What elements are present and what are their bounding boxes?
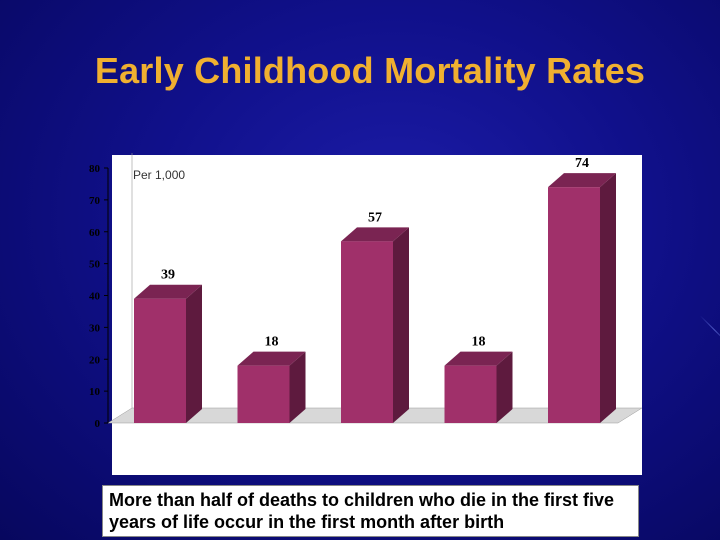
bar-top bbox=[444, 351, 513, 366]
bar-side bbox=[600, 173, 616, 423]
bar-data-label: 18 bbox=[472, 335, 486, 350]
x-category-label: mortality bbox=[138, 449, 194, 464]
caption-box: More than half of deaths to children who… bbox=[102, 485, 639, 537]
bar bbox=[548, 187, 600, 423]
x-category-label: mortality bbox=[242, 449, 298, 464]
x-category-label: mortality bbox=[345, 449, 401, 464]
bar-side bbox=[186, 284, 202, 423]
bar-data-label: 18 bbox=[265, 335, 279, 350]
y-tick-label: 40 bbox=[89, 291, 101, 303]
bar-side bbox=[496, 351, 513, 423]
x-category-label: Infant bbox=[355, 430, 391, 445]
x-category-label: Neonatal bbox=[138, 430, 193, 445]
bar-data-label: 39 bbox=[161, 268, 175, 283]
x-category-label: mortality bbox=[552, 449, 608, 464]
y-tick-label: 20 bbox=[89, 354, 101, 366]
y-tick-label: 70 bbox=[89, 195, 101, 207]
bar-top bbox=[237, 351, 306, 366]
x-category-label: mortality bbox=[449, 449, 505, 464]
bar-side bbox=[393, 227, 409, 423]
slide-title: Early Childhood Mortality Rates bbox=[94, 50, 646, 91]
caption-text: More than half of deaths to children who… bbox=[109, 490, 615, 532]
x-category-label: Postneonatal bbox=[228, 430, 310, 445]
bar bbox=[134, 298, 186, 423]
bar bbox=[237, 365, 290, 423]
y-tick-label: 10 bbox=[89, 386, 101, 398]
y-tick-label: 60 bbox=[89, 227, 101, 239]
bar-data-label: 57 bbox=[368, 210, 382, 225]
x-category-label: Child bbox=[460, 430, 493, 445]
y-tick-label: 50 bbox=[89, 259, 101, 271]
y-tick-label: 30 bbox=[89, 322, 101, 334]
unit-label: Per 1,000 bbox=[133, 168, 185, 182]
bar-side bbox=[289, 351, 306, 423]
y-tick-label: 80 bbox=[89, 163, 101, 175]
bar-data-label: 74 bbox=[575, 156, 589, 171]
x-category-label: Under-five bbox=[548, 430, 612, 445]
bar-top bbox=[341, 227, 409, 242]
bar bbox=[341, 241, 393, 423]
y-tick-label: 0 bbox=[95, 418, 101, 430]
bar-top bbox=[548, 173, 616, 188]
bar-top bbox=[134, 284, 202, 299]
bar bbox=[444, 365, 497, 423]
